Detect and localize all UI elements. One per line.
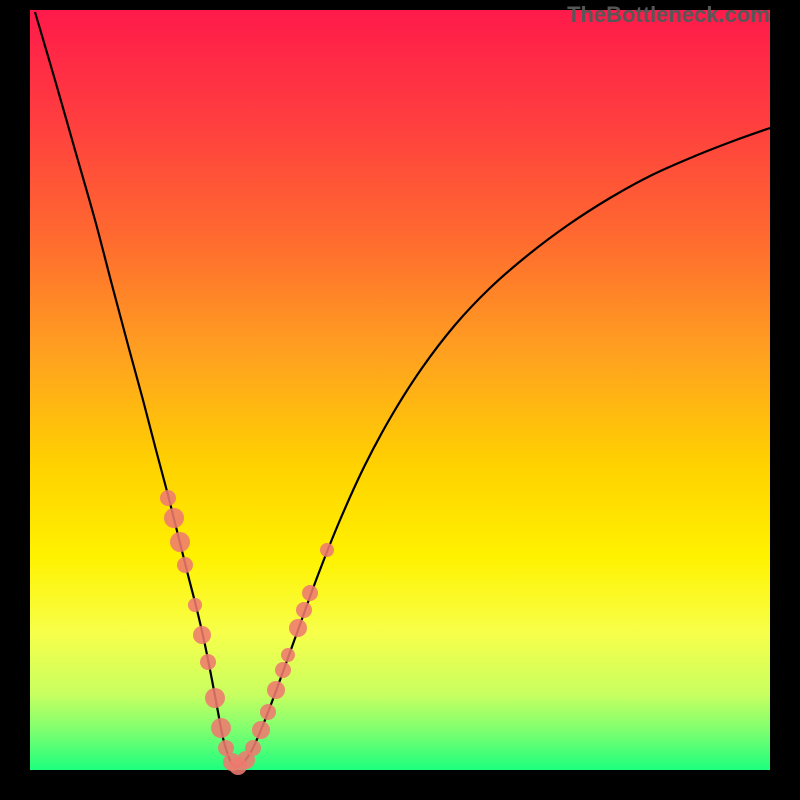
data-marker: [260, 704, 276, 720]
data-marker: [170, 532, 190, 552]
data-marker: [252, 721, 270, 739]
data-marker: [320, 543, 334, 557]
data-marker: [281, 648, 295, 662]
data-marker: [193, 626, 211, 644]
bottleneck-chart: [0, 0, 800, 800]
watermark-text: TheBottleneck.com: [567, 2, 770, 28]
data-marker: [296, 602, 312, 618]
data-marker: [164, 508, 184, 528]
data-marker: [211, 718, 231, 738]
data-marker: [200, 654, 216, 670]
data-marker: [275, 662, 291, 678]
chart-container: TheBottleneck.com: [0, 0, 800, 800]
data-marker: [245, 740, 261, 756]
data-marker: [160, 490, 176, 506]
data-marker: [267, 681, 285, 699]
data-marker: [177, 557, 193, 573]
data-marker: [205, 688, 225, 708]
data-marker: [289, 619, 307, 637]
data-marker: [188, 598, 202, 612]
data-marker: [302, 585, 318, 601]
